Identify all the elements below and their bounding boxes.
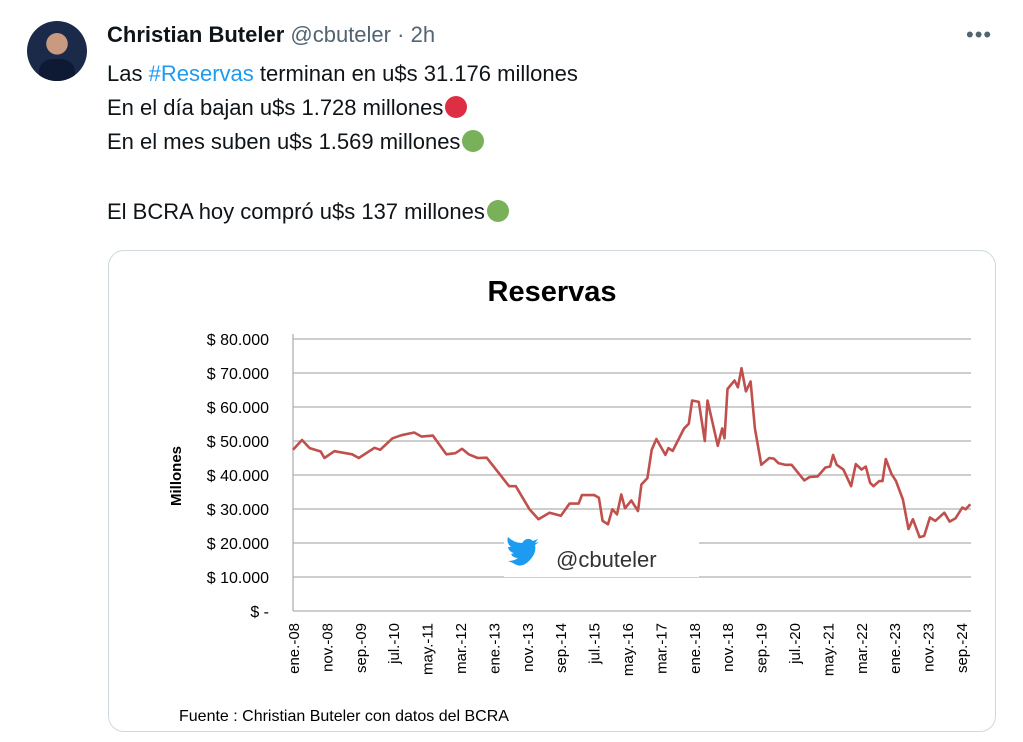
text: Las	[107, 61, 149, 86]
x-tick-label: nov.-18	[720, 623, 737, 672]
y-axis-label: Millones	[168, 446, 185, 506]
y-tick-label: $ 40.000	[207, 468, 269, 485]
x-tick-label: jul.-10	[386, 623, 403, 665]
x-tick-label: nov.-23	[921, 623, 938, 672]
reservas-chart: Reservas Millones $ - $ 10.000 $ 20.000 $ 30.…	[168, 276, 972, 676]
y-tick-label: $ 70.000	[207, 366, 269, 383]
series-line-reservas	[292, 366, 972, 539]
author-handle[interactable]: @cbuteler	[290, 22, 391, 47]
green-circle-icon	[462, 130, 485, 152]
twitter-bird-icon	[507, 537, 539, 566]
y-tick-label: $ -	[250, 604, 269, 621]
x-tick-label: sep.-19	[754, 623, 771, 673]
tweet-line-3: En el mes suben u$s 1.569 millones	[107, 129, 485, 155]
x-tick-label: sep.-14	[553, 623, 570, 673]
chart-image[interactable]: Reservas Millones $ - $ 10.000 $ 20.000 $ 30.…	[108, 250, 996, 732]
x-tick-label: nov.-13	[520, 623, 537, 672]
separator: ·	[397, 22, 405, 47]
y-tick-label: $ 80.000	[207, 332, 269, 349]
text: En el mes suben u$s 1.569 millones	[107, 129, 461, 154]
watermark-background	[504, 541, 699, 577]
chart-source: Fuente : Christian Buteler con datos del…	[179, 708, 509, 725]
chart-title: Reservas	[488, 276, 617, 308]
red-circle-icon	[445, 96, 468, 118]
x-tick-label: may.-11	[420, 623, 437, 675]
x-tick-label: ene.-18	[687, 623, 704, 674]
tweet-header: Christian Buteler @cbuteler · 2h	[107, 22, 435, 48]
y-tick-label: $ 20.000	[207, 536, 269, 553]
watermark-handle: @cbuteler	[556, 547, 657, 572]
text: El BCRA hoy compró u$s 137 millones	[107, 199, 485, 224]
timestamp[interactable]: 2h	[410, 22, 436, 47]
avatar[interactable]	[27, 21, 87, 81]
text: terminan en u$s 31.176 millones	[253, 61, 578, 86]
x-tick-label: may.-16	[620, 623, 637, 676]
tweet-line-1: Las #Reservas terminan en u$s 31.176 mil…	[107, 61, 578, 87]
y-tick-label: $ 30.000	[207, 502, 269, 519]
y-tick-label: $ 10.000	[207, 570, 269, 587]
x-tick-label: ene.-23	[887, 623, 904, 674]
tweet-line-2: En el día bajan u$s 1.728 millones	[107, 95, 468, 121]
y-tick-label: $ 50.000	[207, 434, 269, 451]
x-tick-label: nov.-08	[319, 623, 336, 672]
author-name[interactable]: Christian Buteler	[107, 22, 285, 47]
x-tick-label: ene.-13	[486, 623, 503, 674]
x-tick-label: ene.-08	[286, 623, 303, 674]
x-tick-label: jul.-15	[587, 623, 604, 665]
x-tick-label: sep.-09	[353, 623, 370, 673]
x-tick-label: mar.-22	[854, 623, 871, 674]
y-tick-label: $ 60.000	[207, 400, 269, 417]
text: En el día bajan u$s 1.728 millones	[107, 95, 444, 120]
x-tick-label: jul.-20	[787, 623, 804, 665]
x-tick-label: sep.-24	[954, 623, 971, 673]
green-circle-icon	[486, 200, 509, 222]
tweet-line-4: El BCRA hoy compró u$s 137 millones	[107, 199, 509, 225]
hashtag-link[interactable]: #Reservas	[148, 61, 254, 86]
more-horizontal-icon[interactable]: •••	[966, 22, 993, 47]
x-tick-label: may.-21	[820, 623, 837, 676]
x-tick-label: mar.-12	[453, 623, 470, 674]
x-tick-label: mar.-17	[653, 623, 670, 674]
